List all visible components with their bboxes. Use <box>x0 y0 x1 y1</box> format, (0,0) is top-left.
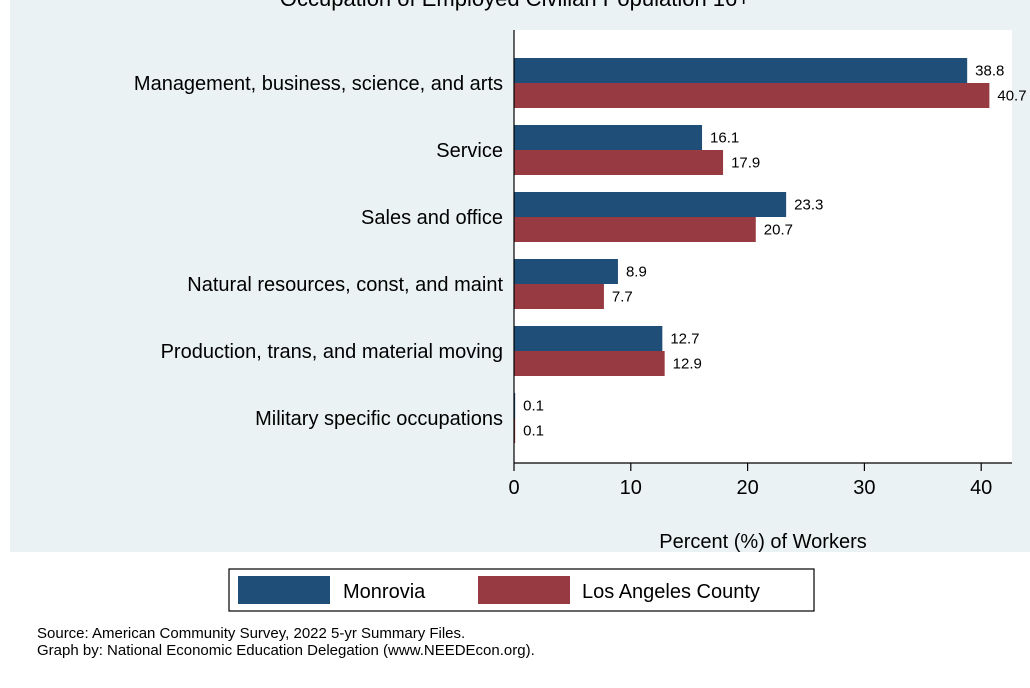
x-tick-label-40: 40 <box>970 477 992 499</box>
legend-swatch-monrovia <box>238 576 330 604</box>
data-label-la-county-4: 12.9 <box>673 356 702 373</box>
data-label-monrovia-3: 8.9 <box>626 264 647 281</box>
bar-la-county-2 <box>514 217 756 242</box>
data-label-la-county-1: 17.9 <box>731 155 760 172</box>
bar-monrovia-2 <box>514 192 787 217</box>
x-tick-label-30: 30 <box>853 477 875 499</box>
data-label-la-county-3: 7.7 <box>612 289 633 306</box>
bar-la-county-4 <box>514 351 665 376</box>
x-tick-label-10: 10 <box>620 477 642 499</box>
bar-monrovia-0 <box>514 58 968 83</box>
bar-monrovia-3 <box>514 259 618 284</box>
data-label-monrovia-1: 16.1 <box>710 130 739 147</box>
bar-la-county-1 <box>514 150 724 175</box>
category-label-1: Service <box>436 140 503 162</box>
data-label-monrovia-2: 23.3 <box>794 197 823 214</box>
data-label-la-county-2: 20.7 <box>764 222 793 239</box>
x-tick-label-20: 20 <box>736 477 758 499</box>
source-notes: Source: American Community Survey, 2022 … <box>37 625 535 659</box>
data-label-monrovia-0: 38.8 <box>975 63 1004 80</box>
legend-swatch-la-county <box>478 576 570 604</box>
bar-la-county-0 <box>514 83 990 108</box>
data-label-monrovia-5: 0.1 <box>523 398 544 415</box>
x-tick-label-0: 0 <box>508 477 519 499</box>
legend-label-monrovia: Monrovia <box>343 581 426 603</box>
credit-note: Graph by: National Economic Education De… <box>37 642 535 659</box>
source-note: Source: American Community Survey, 2022 … <box>37 625 466 642</box>
bar-monrovia-4 <box>514 326 663 351</box>
bar-monrovia-1 <box>514 125 703 150</box>
category-label-4: Production, trans, and material moving <box>161 341 503 363</box>
category-label-2: Sales and office <box>361 207 503 229</box>
data-label-la-county-5: 0.1 <box>523 423 544 440</box>
data-label-la-county-0: 40.7 <box>997 88 1026 105</box>
category-label-0: Management, business, science, and arts <box>134 73 503 95</box>
data-label-monrovia-4: 12.7 <box>670 331 699 348</box>
category-label-5: Military specific occupations <box>255 408 503 430</box>
chart-title: Occupation of Employed Civilian Populati… <box>0 0 1030 12</box>
bar-la-county-3 <box>514 284 604 309</box>
legend-label-la-county: Los Angeles County <box>582 581 760 603</box>
category-label-3: Natural resources, const, and maint <box>187 274 503 296</box>
x-axis-label: Percent (%) of Workers <box>659 531 866 553</box>
